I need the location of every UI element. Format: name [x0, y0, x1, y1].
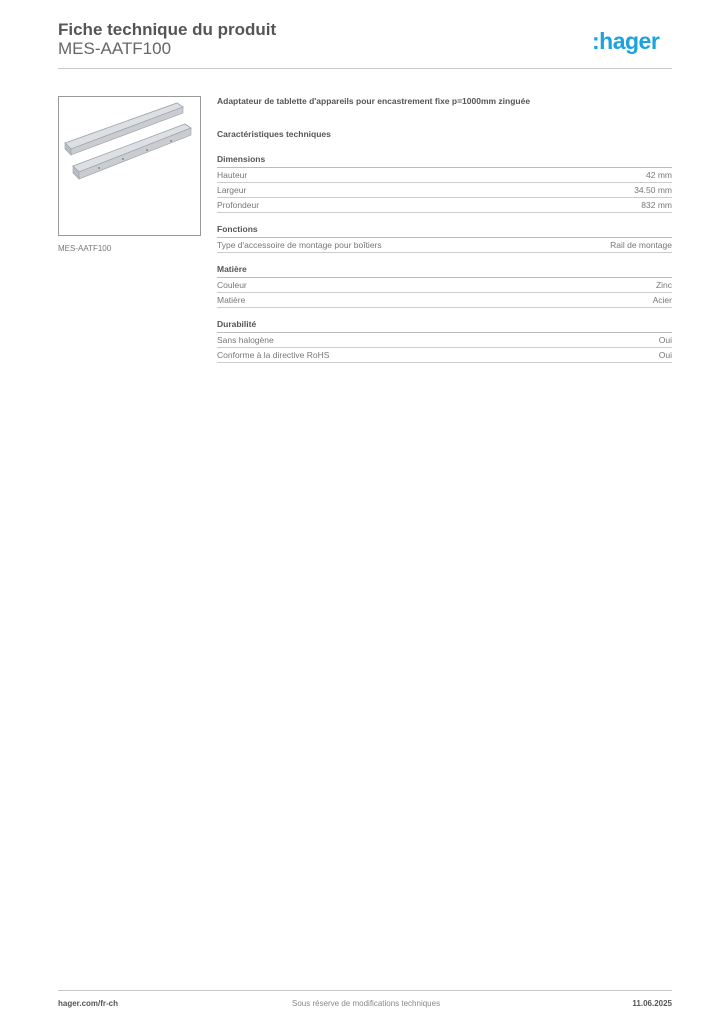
spec-label: Matière: [217, 295, 246, 305]
page-title: Fiche technique du produit: [58, 20, 277, 39]
spec-value: 832 mm: [641, 200, 672, 210]
section-heading: Fonctions: [217, 224, 672, 238]
spec-value: 42 mm: [646, 170, 672, 180]
section-heading: Matière: [217, 264, 672, 278]
spec-row: Type d'accessoire de montage pour boîtie…: [217, 238, 672, 253]
spec-section: Dimensions Hauteur 42 mm Largeur 34.50 mm Pro…: [217, 154, 672, 213]
spec-row: Couleur Zinc: [217, 278, 672, 293]
spec-value: Acier: [652, 295, 672, 305]
spec-label: Conforme à la directive RoHS: [217, 350, 330, 360]
header-divider: [58, 68, 672, 69]
section-heading: Dimensions: [217, 154, 672, 168]
section-heading: Durabilité: [217, 319, 672, 333]
spec-row: Hauteur 42 mm: [217, 168, 672, 183]
spec-value: Oui: [658, 350, 672, 360]
specifications: Adaptateur de tablette d'appareils pour …: [217, 96, 672, 363]
spec-row: Matière Acier: [217, 293, 672, 308]
spec-label: Type d'accessoire de montage pour boîtie…: [217, 240, 382, 250]
spec-value: 34.50 mm: [634, 185, 672, 195]
spec-value: Zinc: [655, 280, 672, 290]
product-image: [58, 96, 201, 236]
spec-row: Sans halogène Oui: [217, 333, 672, 348]
spec-label: Profondeur: [217, 200, 260, 210]
spec-value: Oui: [658, 335, 672, 345]
product-description: Adaptateur de tablette d'appareils pour …: [217, 96, 531, 106]
product-reference: MES-AATF100: [58, 39, 172, 58]
footer-date: 11.06.2025: [632, 999, 672, 1008]
spec-value: Rail de montage: [610, 240, 672, 250]
spec-label: Couleur: [217, 280, 247, 290]
spec-row: Profondeur 832 mm: [217, 198, 672, 213]
spec-label: Sans halogène: [217, 335, 274, 345]
mounting-rail-image: [64, 102, 192, 180]
spec-section: Matière Couleur Zinc Matière Acier: [217, 264, 672, 308]
spec-label: Largeur: [217, 185, 247, 195]
characteristics-heading: Caractéristiques techniques: [217, 129, 331, 139]
footer-website-link[interactable]: hager.com/fr-ch: [58, 999, 119, 1008]
spec-section: Fonctions Type d'accessoire de montage po…: [217, 224, 672, 253]
spec-row: Largeur 34.50 mm: [217, 183, 672, 198]
spec-section: Durabilité Sans halogène Oui Conforme à la …: [217, 319, 672, 363]
image-caption: MES-AATF100: [58, 244, 112, 253]
hager-logo: :hager: [592, 28, 660, 54]
footer-divider: [58, 990, 672, 991]
spec-label: Hauteur: [217, 170, 248, 180]
spec-row: Conforme à la directive RoHS Oui: [217, 348, 672, 363]
footer-notice: Sous réserve de modifications techniques: [292, 999, 441, 1008]
